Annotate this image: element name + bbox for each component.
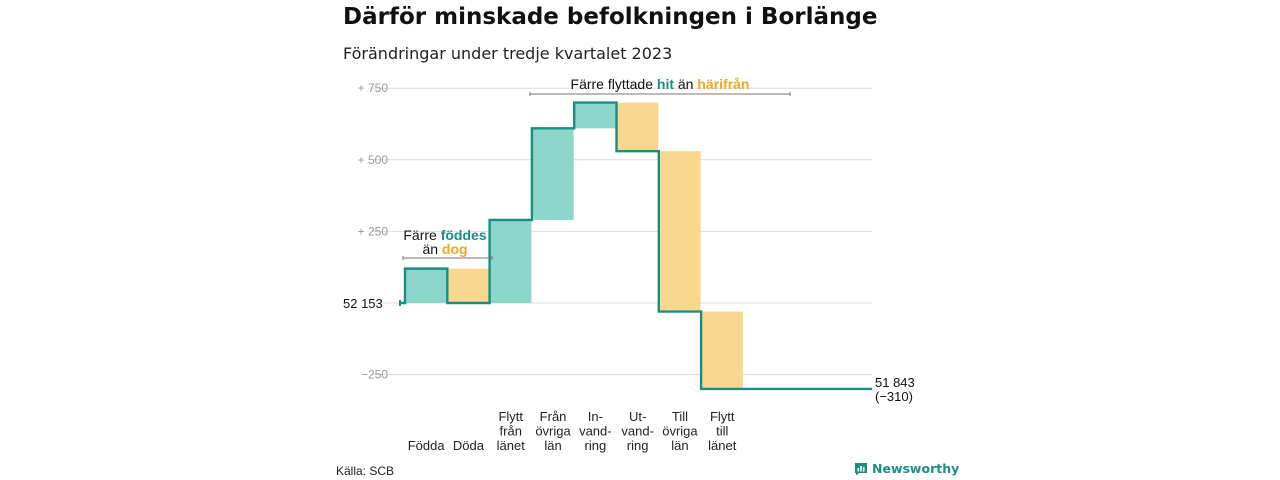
category-label-line: län [671,438,688,453]
annotation-text-increase: föddes [441,227,487,243]
category-label-line: länet [708,438,737,453]
end-change-label: (−310) [875,389,913,404]
annotation-line: Färre föddes [403,227,486,243]
brand-logo: Newsworthy [854,461,959,476]
annotation-migration: Färre flyttade hit än härifrån [529,76,791,96]
category-label-line: till [716,424,728,439]
bar-decrease [659,151,701,312]
annotation-line: än dog [422,241,467,257]
chart-subtitle: Förändringar under tredje kvartalet 2023 [343,44,673,63]
bar-decrease [701,311,743,389]
start-value-label: 52 153 [343,296,383,311]
category-label-line: från [500,424,522,439]
category-label-line: Ut- [629,409,646,424]
category-label-line: Födda [408,438,446,453]
category-label-line: övriga [662,424,698,439]
annotation-text-plain: än [422,241,441,257]
y-tick-label: −250 [361,368,388,382]
annotation-text-plain: än [674,76,697,92]
category-label-line: vand- [579,424,612,439]
brand-name: Newsworthy [872,461,960,476]
end-value-label: 51 843 [875,375,915,390]
bar-decrease [617,102,659,152]
annotation-line: Färre flyttade hit än härifrån [571,76,750,92]
category-label: Döda [453,438,485,453]
bar-increase [405,268,447,303]
category-label-line: In- [588,409,603,424]
bar-decrease [447,268,490,303]
bar-increase [574,102,616,129]
category-label-line: Döda [453,438,485,453]
annotation-text-plain: Färre [403,227,440,243]
category-label-line: ring [585,438,607,453]
annotation-text-decrease: dog [442,241,468,257]
annotation-text-increase: hit [657,76,674,92]
annotation-text-plain: Färre flyttade [571,76,657,92]
category-label-line: Till [672,409,688,424]
category-label-line: Flytt [498,409,523,424]
category-label-line: län [544,438,561,453]
y-tick-label: + 750 [358,81,389,95]
newsworthy-logo-icon [855,462,867,475]
category-label: Ut-vand-ring [621,409,654,453]
category-label-line: Flytt [710,409,735,424]
category-label: Födda [408,438,446,453]
category-label-line: Från [540,409,567,424]
category-label-line: vand- [621,424,654,439]
bar-increase [490,219,532,303]
chart-title: Därför minskade befolkningen i Borlänge [343,4,878,30]
cumulative-line [400,101,872,391]
category-label: In-vand-ring [579,409,612,453]
category-label-line: övriga [535,424,571,439]
y-tick-label: + 250 [358,224,389,238]
category-label-line: länet [497,438,526,453]
category-label-line: ring [627,438,649,453]
source-note: Källa: SCB [336,464,395,478]
annotation-text-decrease: härifrån [697,76,749,92]
y-tick-label: + 500 [358,153,389,167]
bar-increase [532,128,574,220]
